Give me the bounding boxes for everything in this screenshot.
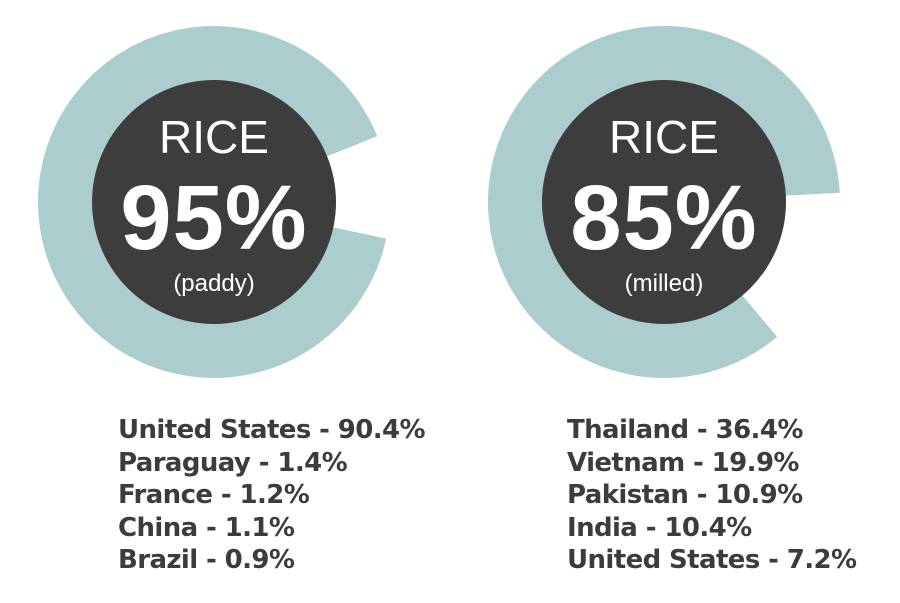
country-item: Pakistan - 10.9% <box>567 480 803 510</box>
country-item: France - 1.2% <box>118 480 310 510</box>
country-item: Vietnam - 19.9% <box>567 447 799 478</box>
country-item: United States - 90.4% <box>118 415 426 445</box>
sub-label: (milled) <box>624 270 704 297</box>
country-list-paddy: United States - 90.4% Paraguay - 1.4% Fr… <box>118 414 426 577</box>
country-list-milled: Thailand - 36.4% Vietnam - 19.9% Pakista… <box>567 414 857 577</box>
percent-label: 85% <box>570 167 758 269</box>
country-item: India - 10.4% <box>567 512 752 543</box>
core-circle-paddy <box>92 80 336 324</box>
sub-label: (paddy) <box>173 270 255 297</box>
core-circle-milled <box>542 80 786 324</box>
country-item: Thailand - 36.4% <box>567 415 803 445</box>
ring-segment-milled <box>488 25 840 378</box>
rice-label: RICE <box>159 111 269 163</box>
donut-chart-paddy <box>38 25 387 378</box>
country-item: United States - 7.2% <box>567 545 857 575</box>
percent-label: 95% <box>120 167 308 269</box>
country-item: Paraguay - 1.4% <box>118 447 348 478</box>
donut-chart-milled <box>488 25 840 378</box>
chart-panel-milled: RICE 85% (milled) Thailand - 36.4% Vietn… <box>450 0 900 603</box>
rice-label: RICE <box>609 111 719 163</box>
country-item: Brazil - 0.9% <box>118 545 295 575</box>
chart-panel-paddy: RICE 95% (paddy) United States - 90.4% P… <box>38 25 426 577</box>
ring-segment-paddy <box>38 25 387 378</box>
country-item: China - 1.1% <box>118 512 295 543</box>
